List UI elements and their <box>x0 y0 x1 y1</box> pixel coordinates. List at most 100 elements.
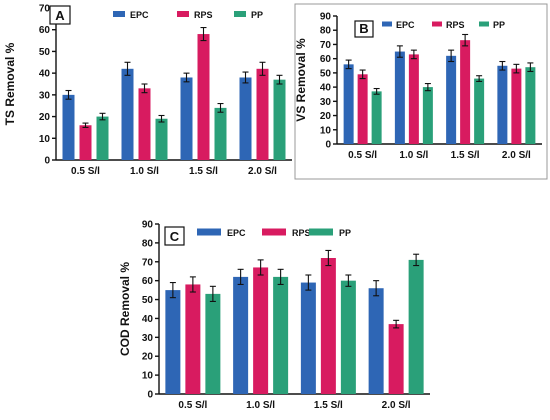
bar-pp <box>205 293 221 394</box>
bar-epc <box>165 290 181 394</box>
y-tick-label: 10 <box>320 125 332 136</box>
bar-pp <box>214 107 227 160</box>
y-tick-label: 60 <box>320 54 332 65</box>
panel-letter: B <box>359 21 368 36</box>
bar-pp <box>273 79 286 160</box>
y-tick-label: 40 <box>142 314 154 325</box>
legend-label-epc: EPC <box>227 228 246 238</box>
bar-rps <box>357 74 368 144</box>
bar-epc <box>368 288 384 394</box>
bar-epc <box>300 282 316 394</box>
chart-panel-c: 0 10 20 30 40 50 60 70 80 90 COD Removal % 0.5 S/l 1… <box>118 220 430 411</box>
bar-rps <box>408 54 419 144</box>
x-tick-label: 2.0 S/l <box>502 150 531 161</box>
legend-label-epc: EPC <box>130 10 149 20</box>
bar-epc <box>233 276 249 394</box>
legend-label-pp: PP <box>251 10 263 20</box>
bar-pp <box>408 259 424 394</box>
y-tick-label: 20 <box>39 112 51 123</box>
legend-label-rps: RPS <box>194 10 213 20</box>
bar-pp <box>340 280 356 394</box>
x-tick-label: 1.0 S/l <box>130 166 159 177</box>
x-tick-label: 1.0 S/l <box>399 150 428 161</box>
y-tick-label: 10 <box>142 371 154 382</box>
y-tick-label: 90 <box>320 12 332 23</box>
y-tick-label: 70 <box>142 257 154 268</box>
x-tick-label: 0.5 S/l <box>71 166 100 177</box>
y-tick-label: 60 <box>142 276 154 287</box>
y-tick-label: 30 <box>142 333 154 344</box>
legend-swatch-rps <box>177 11 189 17</box>
y-axis-label: VS Removal % <box>294 38 308 122</box>
y-tick-label: 10 <box>39 134 51 145</box>
bar-rps <box>511 68 522 144</box>
bar-rps <box>185 284 201 394</box>
x-tick-label: 1.5 S/l <box>451 150 480 161</box>
bar-pp <box>525 67 536 144</box>
panel-letter: C <box>170 229 180 244</box>
y-tick-label: 30 <box>320 97 332 108</box>
bar-pp <box>273 276 289 394</box>
legend-swatch-rps <box>432 21 442 27</box>
x-tick-label: 1.5 S/l <box>189 166 218 177</box>
bar-epc <box>180 77 193 160</box>
bar-pp <box>422 87 433 144</box>
legend-swatch-pp <box>234 11 246 17</box>
legend-swatch-epc <box>197 228 221 236</box>
y-tick-label: 90 <box>142 220 154 231</box>
y-tick-label: 50 <box>142 295 154 306</box>
legend-swatch-pp <box>479 21 489 27</box>
bar-rps <box>138 88 151 160</box>
panel-letter-box <box>164 226 185 246</box>
panel-letter: A <box>55 8 65 23</box>
x-tick-label: 1.0 S/l <box>246 400 275 411</box>
bar-rps <box>320 258 336 394</box>
y-tick-label: 80 <box>320 26 332 37</box>
y-tick-label: 0 <box>147 390 153 401</box>
bar-epc <box>446 55 457 145</box>
legend-swatch-pp <box>309 228 333 236</box>
y-tick-label: 20 <box>320 111 332 122</box>
chart-panel-a: 0 10 20 30 40 50 60 70 TS Removal % 0.5 S/l 1.0 S/… <box>3 4 292 177</box>
y-tick-label: 0 <box>325 140 331 151</box>
bar-rps <box>388 324 404 394</box>
y-tick-label: 60 <box>39 25 51 36</box>
bar-epc <box>239 77 252 160</box>
x-tick-label: 1.5 S/l <box>314 400 343 411</box>
legend-label-rps: RPS <box>446 20 465 30</box>
legend-label-epc: EPC <box>396 20 415 30</box>
bar-rps <box>197 34 210 160</box>
y-tick-label: 50 <box>320 68 332 79</box>
bar-rps <box>253 267 269 394</box>
chart-panel-b: 0 10 20 30 40 50 60 70 80 90 VS Removal % 0.5 S/l 1.… <box>294 12 542 161</box>
x-tick-label: 2.0 S/l <box>382 400 411 411</box>
x-tick-label: 0.5 S/l <box>348 150 377 161</box>
bar-epc <box>343 64 354 144</box>
x-tick-label: 2.0 S/l <box>248 166 277 177</box>
bar-epc <box>121 68 134 160</box>
bar-epc <box>394 51 405 144</box>
bar-epc <box>497 65 508 144</box>
legend-swatch-rps <box>262 228 286 236</box>
y-tick-label: 70 <box>320 40 332 51</box>
y-tick-label: 70 <box>39 4 51 15</box>
panel-letter-box <box>354 20 374 38</box>
bar-rps <box>460 40 471 144</box>
bar-rps <box>256 68 269 160</box>
panel-b-frame <box>294 3 548 180</box>
legend-label-pp: PP <box>339 228 351 238</box>
y-axis-label: COD Removal % <box>118 262 132 356</box>
legend-label-rps: RPS <box>292 228 311 238</box>
legend-swatch-epc <box>113 11 125 17</box>
bar-pp <box>155 118 168 160</box>
y-axis-label: TS Removal % <box>3 42 17 125</box>
bar-rps <box>79 125 92 160</box>
y-tick-label: 0 <box>44 156 50 167</box>
y-tick-label: 20 <box>142 352 154 363</box>
x-tick-label: 0.5 S/l <box>178 400 207 411</box>
bar-epc <box>62 94 75 160</box>
bar-pp <box>371 91 382 144</box>
y-tick-label: 40 <box>39 69 51 80</box>
y-tick-label: 50 <box>39 47 51 58</box>
